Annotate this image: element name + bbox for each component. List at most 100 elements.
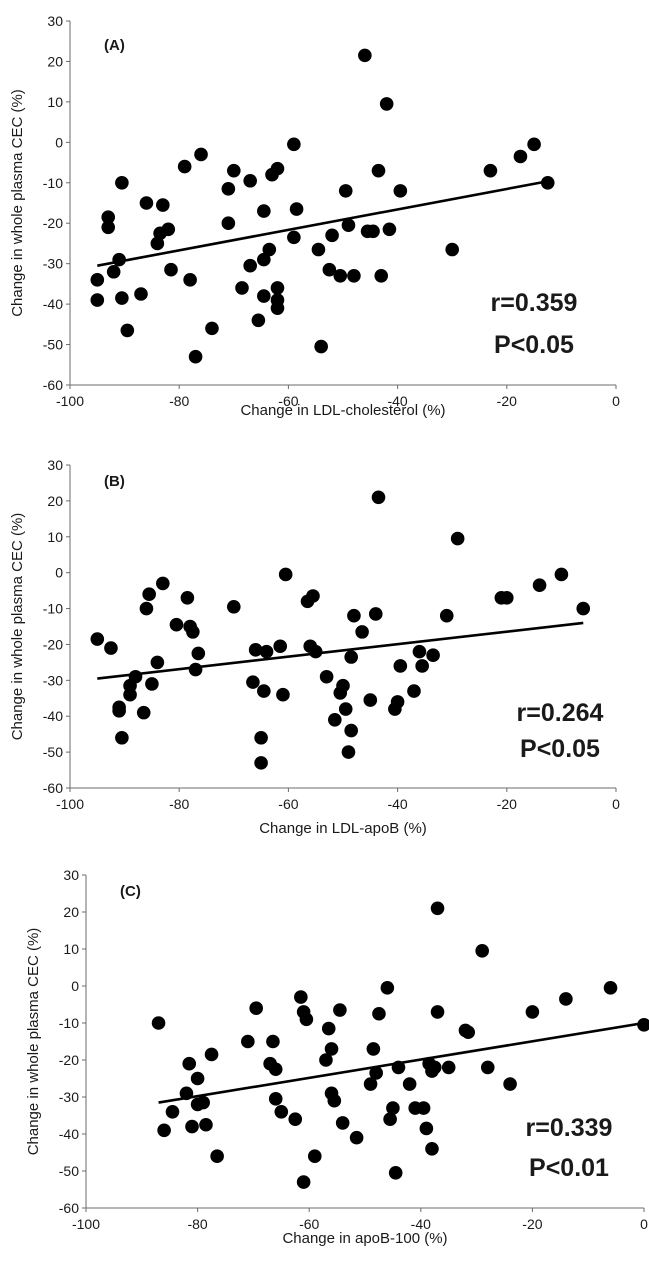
panel-a-data-point bbox=[90, 273, 105, 287]
panel-b-data-point bbox=[328, 713, 342, 727]
panel-c-x-tick-label: -20 bbox=[522, 1216, 542, 1232]
panel-a-data-point bbox=[177, 159, 192, 174]
panel-c-p-value: P<0.01 bbox=[529, 1154, 609, 1182]
panel-a: (A) Change in whole plasma CEC (%) Chang… bbox=[9, 13, 620, 419]
panel-c-x-tick-label: -40 bbox=[411, 1216, 431, 1232]
panel-c-data-point bbox=[369, 1066, 383, 1080]
panel-a-data-point bbox=[527, 137, 541, 152]
panel-b-data-point bbox=[104, 641, 118, 655]
panel-c-x-tick-label: -100 bbox=[72, 1216, 100, 1232]
panel-a-data-point bbox=[257, 289, 271, 303]
panel-b-data-point bbox=[257, 684, 271, 698]
panel-a-data-point bbox=[235, 281, 249, 295]
panel-c-data-point bbox=[196, 1095, 210, 1110]
panel-c-data-point bbox=[288, 1112, 303, 1126]
panel-b-data-point bbox=[128, 669, 143, 684]
panel-c-data-point bbox=[503, 1077, 517, 1091]
panel-c-data-point bbox=[372, 1006, 386, 1021]
panel-c-data-point bbox=[151, 1016, 166, 1030]
panel-a-data-point bbox=[270, 281, 285, 295]
panel-b-data-point bbox=[139, 601, 154, 616]
panel-a-data-point bbox=[115, 175, 129, 190]
panel-b-data-point bbox=[254, 756, 268, 770]
panel-b: (B) Change in whole plasma CEC (%) Chang… bbox=[9, 457, 620, 837]
panel-a-data-point bbox=[347, 269, 361, 283]
panel-c-data-point bbox=[204, 1047, 219, 1062]
panel-b-y-tick-label: 30 bbox=[47, 457, 63, 473]
panel-b-data-point bbox=[338, 702, 353, 716]
panel-b-data-point bbox=[363, 693, 378, 707]
panel-c-data-point bbox=[480, 1060, 495, 1075]
panel-c-data-point bbox=[461, 1025, 476, 1040]
panel-b-data-point bbox=[393, 659, 408, 673]
panel-b-data-point bbox=[90, 632, 105, 646]
panel-a-data-point bbox=[134, 287, 148, 301]
panel-a-data-point bbox=[382, 222, 397, 237]
panel-a-data-point bbox=[194, 147, 208, 162]
panel-b-y-tick-label: 0 bbox=[55, 565, 63, 581]
panel-b-r-value: r=0.264 bbox=[517, 699, 604, 727]
panel-a-data-point bbox=[287, 230, 301, 245]
panel-a-data-point bbox=[251, 313, 266, 328]
panel-c-data-point bbox=[157, 1123, 171, 1138]
panel-c-data-point bbox=[559, 992, 573, 1006]
panel-b-x-tick-label: -80 bbox=[169, 796, 189, 812]
panel-a-r-value: r=0.359 bbox=[491, 289, 578, 317]
panel-a-data-point bbox=[314, 339, 328, 354]
panel-c: (C) Change in whole plasma CEC (%) Chang… bbox=[25, 867, 649, 1247]
panel-a-x-tick-label: -20 bbox=[497, 393, 517, 409]
panel-c-data-point bbox=[165, 1105, 180, 1119]
panel-c-data-point bbox=[425, 1142, 439, 1156]
panel-a-x-axis-label: Change in LDL-cholesterol (%) bbox=[240, 402, 445, 419]
panel-c-data-point bbox=[388, 1166, 403, 1180]
panel-b-data-point bbox=[259, 644, 274, 659]
panel-c-data-point bbox=[307, 1149, 322, 1163]
panel-a-x-tick-label: -60 bbox=[278, 393, 298, 409]
panel-c-data-point bbox=[441, 1060, 456, 1075]
panel-c-data-point bbox=[199, 1117, 213, 1132]
panel-b-data-point bbox=[188, 662, 203, 677]
panel-b-data-point bbox=[180, 590, 195, 605]
panel-a-data-point bbox=[101, 220, 116, 235]
panel-b-data-point bbox=[278, 567, 293, 582]
panel-b-data-point bbox=[136, 705, 151, 720]
panel-a-data-point bbox=[120, 323, 135, 338]
panel-c-data-point bbox=[380, 981, 395, 995]
panel-a-data-point bbox=[139, 196, 154, 210]
panel-c-data-point bbox=[296, 1175, 311, 1189]
panel-a-data-point bbox=[270, 161, 285, 176]
panel-b-data-point bbox=[341, 745, 356, 759]
panel-b-data-point bbox=[450, 531, 465, 546]
panel-a-trend-line bbox=[97, 179, 551, 267]
panel-b-label: (B) bbox=[104, 473, 125, 490]
panel-c-trend-line bbox=[158, 1021, 645, 1104]
panel-a-data-point bbox=[358, 48, 372, 63]
panel-b-data-point bbox=[426, 648, 440, 663]
panel-a-p-value: P<0.05 bbox=[494, 331, 574, 359]
panel-b-data-point bbox=[412, 644, 427, 659]
panel-a-y-tick-label: -50 bbox=[43, 337, 63, 353]
panel-b-data-point bbox=[355, 625, 369, 639]
panel-a-x-tick-label: -40 bbox=[387, 393, 407, 409]
panel-c-data-point bbox=[182, 1056, 197, 1071]
panel-b-x-axis-label: Change in LDL-apoB (%) bbox=[259, 820, 427, 837]
panel-a-data-point bbox=[445, 242, 460, 257]
panel-b-data-point bbox=[368, 607, 383, 621]
panel-c-r-value: r=0.339 bbox=[526, 1114, 613, 1142]
panel-a-label: (A) bbox=[104, 37, 125, 54]
panel-b-x-tick-label: 0 bbox=[612, 796, 620, 812]
panel-c-data-point bbox=[274, 1105, 289, 1119]
panel-c-y-tick-label: -20 bbox=[59, 1052, 79, 1068]
panel-a-x-tick-label: 0 bbox=[612, 393, 620, 409]
panel-a-y-tick-label: 10 bbox=[47, 94, 63, 110]
panel-a-data-point bbox=[156, 198, 170, 212]
panel-c-y-tick-label: 20 bbox=[63, 904, 79, 920]
panel-c-data-point bbox=[268, 1062, 283, 1077]
panel-c-y-tick-label: -30 bbox=[59, 1089, 79, 1105]
panel-a-data-point bbox=[366, 224, 380, 239]
panel-c-data-point bbox=[419, 1121, 434, 1136]
panel-a-data-point bbox=[341, 218, 356, 233]
panel-c-y-tick-label: 10 bbox=[63, 941, 79, 957]
panel-a-data-point bbox=[161, 222, 176, 237]
panel-c-data-point bbox=[268, 1092, 283, 1106]
